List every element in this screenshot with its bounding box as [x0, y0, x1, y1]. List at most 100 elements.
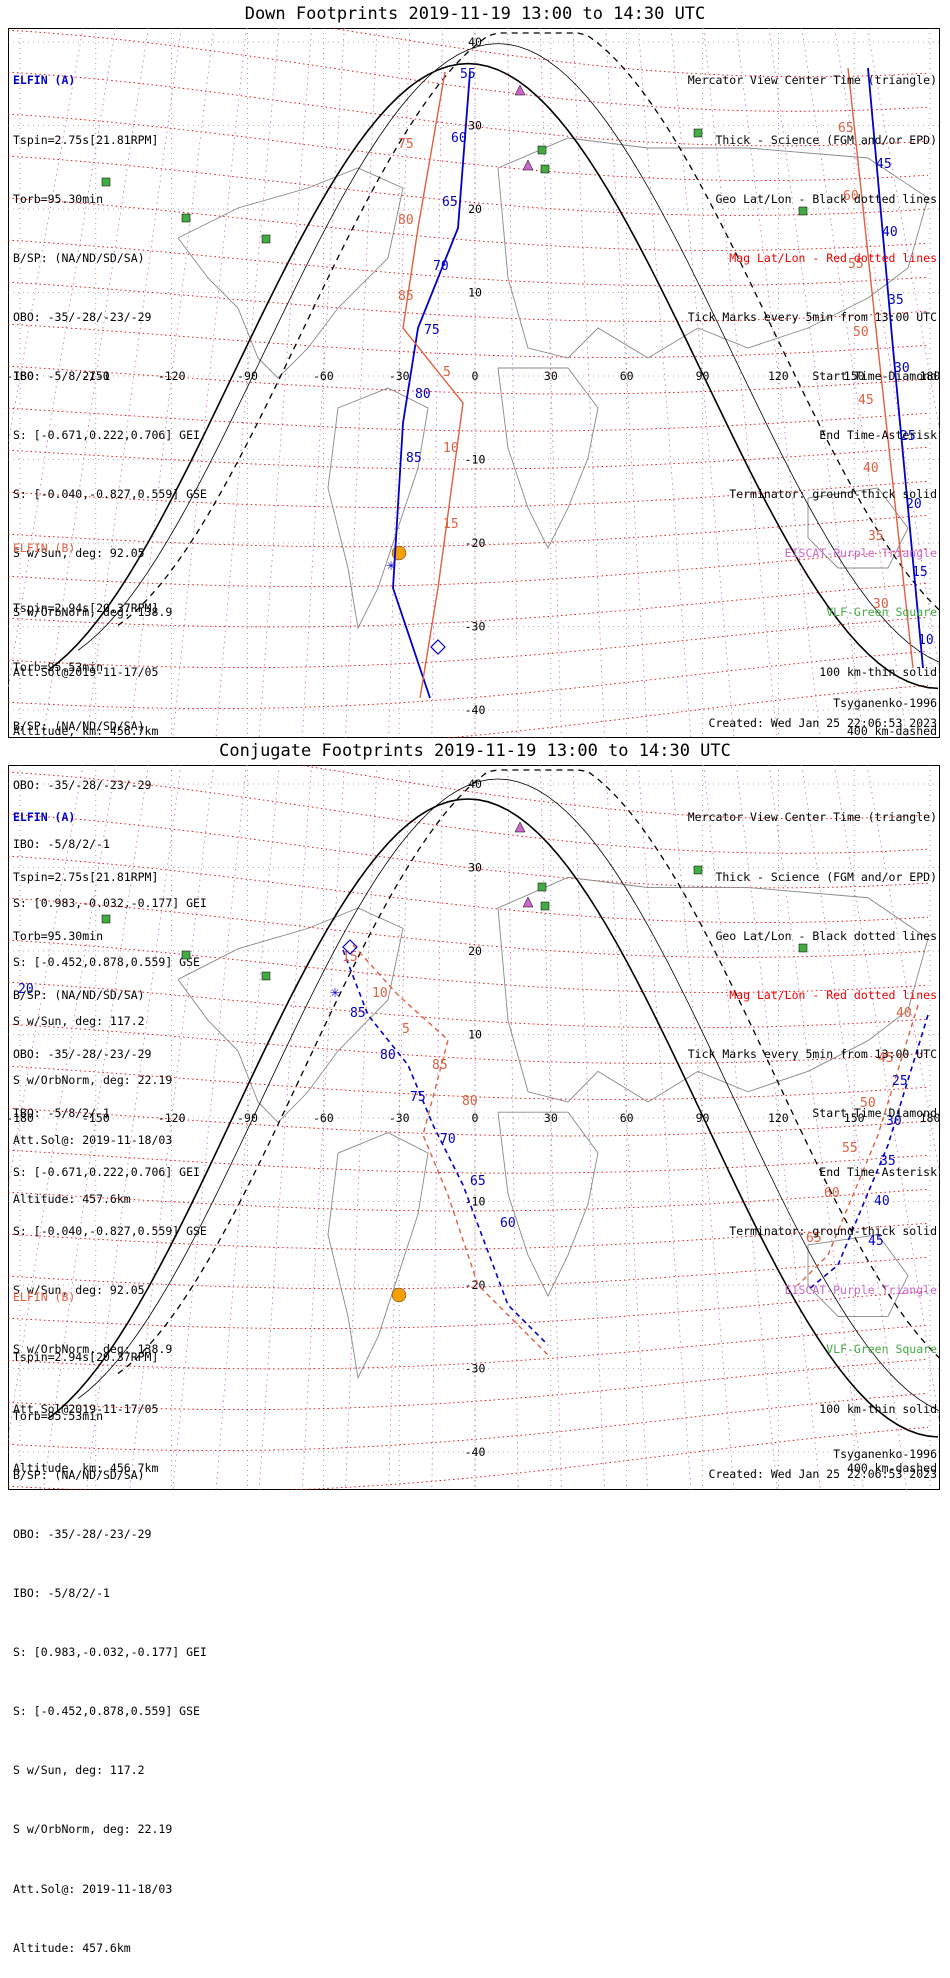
geo-lon-line: [215, 28, 280, 738]
elfin-b-line: Altitude: 457.6km: [13, 1191, 131, 1206]
legend-item: 400 km-dashed: [846, 1460, 937, 1475]
lon-tick-label: -30: [389, 369, 410, 383]
elfin-b-line: OBO: -35/-28/-23/-29: [13, 777, 152, 792]
geo-lon-line: [572, 28, 605, 738]
lon-tick-label: 30: [544, 1111, 558, 1125]
elfin-b-tick-label: 10: [372, 986, 388, 1001]
elfin-b-tick-label: 15: [443, 517, 459, 532]
mag-lat-line: [8, 1324, 929, 1370]
continent-outline: [807, 1234, 909, 1317]
geo-lon-line: [431, 28, 443, 738]
elfin-a-line: OBO: -35/-28/-23/-29: [13, 309, 152, 324]
elfin-b-tick-label: 80: [462, 1094, 478, 1109]
legend-conjugate: Mercator View Center Time (triangle) Thi…: [688, 769, 937, 1498]
elfin-b-line: S: [0.983,-0.032,-0.177] GEI: [13, 1645, 207, 1660]
geo-lon-line: [768, 765, 864, 1490]
elfin-a-tick-label: 20: [18, 982, 34, 997]
elfin-b-line: S: [-0.452,0.878,0.559] GSE: [13, 955, 200, 970]
mag-lat-line: [8, 71, 929, 147]
lon-tick-label: 0: [472, 369, 479, 383]
legend-item: End Time-Asterisk: [819, 1165, 937, 1180]
elfin-a-line: B/SP: (NA/ND/SD/SA): [13, 250, 145, 265]
lat-tick-label: 30: [468, 861, 482, 875]
legend-down: Mercator View Center Time (triangle) Thi…: [688, 32, 937, 761]
terminator-ground: [47, 798, 939, 1438]
elfin-a-label: ELFIN (A): [13, 810, 76, 825]
elfin-a-tick-label: 65: [470, 1174, 486, 1189]
geo-lon-line: [637, 28, 692, 738]
legend-item: Mag Lat/Lon - Red dotted lines: [729, 250, 937, 265]
legend-item: EISCAT-Purple Triangle: [784, 1283, 937, 1298]
elfin-a-tick-label: 60: [451, 131, 467, 146]
lon-tick-label: 180: [920, 1111, 940, 1125]
elfin-b-line: Tspin=2.94s[20.37RPM]: [13, 600, 159, 615]
legend-item: Thick - Science (FGM and/or EPD): [715, 869, 937, 884]
lat-tick-label: 40: [468, 35, 482, 49]
lon-tick-label: 0: [472, 1111, 479, 1125]
elfin-b-line: S w/OrbNorm, deg: 22.19: [13, 1822, 173, 1837]
mag-lat-line: [8, 113, 929, 182]
elfin-b-line: B/SP: (NA/ND/SD/SA): [13, 1467, 145, 1482]
mag-lat-line: [8, 1290, 929, 1330]
geo-lon-line: [605, 765, 649, 1490]
geo-lon-line: [833, 28, 940, 679]
geo-lon-line: [866, 765, 940, 1180]
elfin-b-tick-label: 15: [342, 950, 358, 965]
lon-tick-label: -120: [158, 1111, 186, 1125]
sun-icon: [391, 1287, 407, 1303]
elfin-b-track: [402, 71, 464, 699]
start-diamond: [430, 639, 446, 655]
elfin-a-line: S w/Sun, deg: 92.05: [13, 1283, 145, 1298]
elfin-a-tick-label: 80: [415, 387, 431, 402]
vlf-square: [693, 865, 703, 875]
geo-lon-line: [301, 28, 345, 738]
lat-tick-label: 20: [468, 944, 482, 958]
elfin-b-tick-label: 40: [896, 1006, 912, 1021]
vlf-square: [537, 882, 547, 892]
lon-tick-label: -90: [237, 1111, 258, 1125]
elfin-a-line: IBO: -5/8/2/-1: [13, 1105, 110, 1120]
mag-lat-line: [8, 407, 929, 432]
lat-tick-label: -40: [465, 1445, 486, 1459]
geo-lon-line: [670, 28, 735, 738]
elfin-b-line: Tspin=2.94s[20.37RPM]: [13, 1349, 159, 1364]
terminator-ground: [47, 62, 939, 690]
elfin-b-tick-label: 35: [868, 529, 884, 544]
lat-tick-label: 40: [468, 777, 482, 791]
elfin-b-tick-label: 80: [398, 213, 414, 228]
lon-tick-label: -180: [8, 1111, 34, 1125]
geo-lon-line: [345, 28, 378, 738]
lat-tick-label: -40: [465, 703, 486, 717]
elfin-b-tick-label: 45: [878, 1051, 894, 1066]
elfin-b-line: S: [0.983,-0.032,-0.177] GEI: [13, 896, 207, 911]
elfin-a-tick-label: 75: [410, 1090, 426, 1105]
lon-tick-label: -90: [237, 369, 258, 383]
geo-lon-line: [86, 28, 182, 738]
elfin-a-tick-label: 15: [912, 565, 928, 580]
lat-tick-label: 10: [468, 286, 482, 300]
elfin-b-info-conjugate: ELFIN (B) Tspin=2.94s[20.37RPM] Torb=95.…: [13, 1249, 207, 1978]
elfin-b-tick-label: 85: [432, 1058, 448, 1073]
continent-outline: [177, 907, 404, 1124]
continent-outline: [327, 1132, 429, 1380]
elfin-a-tick-label: 75: [424, 323, 440, 338]
elfin-b-line: Att.Sol@: 2019-11-18/03: [13, 1881, 173, 1896]
mag-lat-line: [8, 480, 929, 509]
mag-lat-line: [8, 1358, 929, 1411]
lat-tick-label: 10: [468, 1028, 482, 1042]
map-frame-conjugate: [8, 765, 940, 1490]
lon-tick-label: 150: [844, 1111, 865, 1125]
eiscat-triangle: [522, 896, 534, 908]
legend-item: Mercator View Center Time (triangle): [687, 810, 937, 825]
created-label: Created: Wed Jan 25 22:06:53 2023: [708, 1467, 937, 1481]
lon-tick-label: -30: [389, 1111, 410, 1125]
mag-lat-line: [8, 582, 929, 628]
elfin-b-label: ELFIN (B): [13, 541, 76, 556]
lon-tick-label: -60: [313, 369, 334, 383]
legend-item: 400 km-dashed: [846, 723, 937, 738]
geo-lon-line: [539, 28, 562, 738]
elfin-a-tick-label: 25: [892, 1074, 908, 1089]
lon-tick-label: -60: [313, 1111, 334, 1125]
elfin-b-tick-label: 40: [863, 461, 879, 476]
lat-tick-label: 20: [468, 202, 482, 216]
